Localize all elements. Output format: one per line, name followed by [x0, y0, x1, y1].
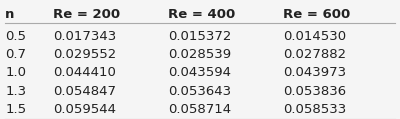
Text: 0.7: 0.7	[5, 48, 26, 61]
Text: 0.027882: 0.027882	[284, 48, 346, 61]
Text: n: n	[5, 8, 15, 21]
Text: 0.043973: 0.043973	[284, 66, 346, 79]
Text: 0.053643: 0.053643	[168, 85, 231, 98]
Text: 1.0: 1.0	[5, 66, 26, 79]
Text: 1.5: 1.5	[5, 103, 26, 116]
Text: 0.058533: 0.058533	[284, 103, 347, 116]
Text: Re = 200: Re = 200	[53, 8, 120, 21]
Text: 1.3: 1.3	[5, 85, 26, 98]
Text: 0.044410: 0.044410	[53, 66, 116, 79]
Text: 0.054847: 0.054847	[53, 85, 116, 98]
Text: 0.058714: 0.058714	[168, 103, 231, 116]
Text: 0.029552: 0.029552	[53, 48, 116, 61]
Text: 0.014530: 0.014530	[284, 30, 346, 43]
Text: 0.059544: 0.059544	[53, 103, 116, 116]
Text: Re = 600: Re = 600	[284, 8, 351, 21]
Text: 0.053836: 0.053836	[284, 85, 346, 98]
Text: 0.028539: 0.028539	[168, 48, 231, 61]
Text: 0.017343: 0.017343	[53, 30, 116, 43]
Text: 0.043594: 0.043594	[168, 66, 231, 79]
Text: Re = 400: Re = 400	[168, 8, 236, 21]
Text: 0.5: 0.5	[5, 30, 26, 43]
Text: 0.015372: 0.015372	[168, 30, 232, 43]
